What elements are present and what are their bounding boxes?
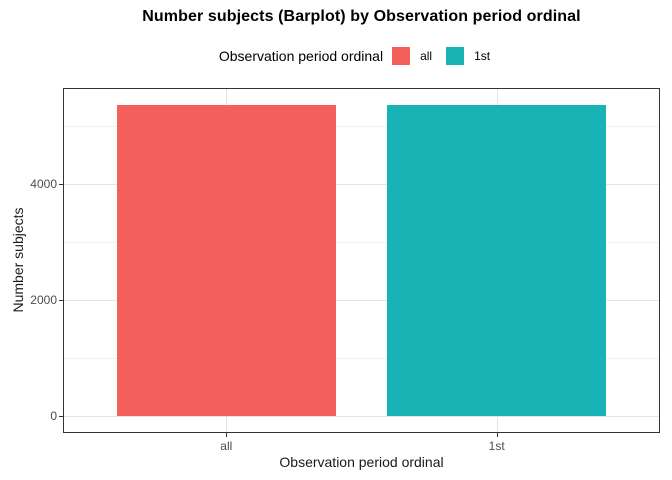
x-tick-mark-all xyxy=(226,433,228,437)
x-tick-mark-1st xyxy=(496,433,498,437)
bar-1st xyxy=(387,104,607,417)
y-tick-mark-4000 xyxy=(59,183,63,185)
y-tick-label-2000: 2000 xyxy=(30,293,57,308)
gridline-minor-1000 xyxy=(64,358,659,360)
chart-title: Number subjects (Barplot) by Observation… xyxy=(142,8,581,25)
legend-key-swatch-all xyxy=(392,47,411,65)
x-axis-title: Observation period ordinal xyxy=(279,454,444,470)
y-tick-mark-2000 xyxy=(59,300,63,302)
gridline-major-2000 xyxy=(64,300,659,302)
plot-panel xyxy=(63,88,660,433)
legend-label-all: all xyxy=(420,49,433,63)
x-tick-label-all: all xyxy=(220,439,233,453)
y-tick-label-0: 0 xyxy=(50,409,57,424)
gridline-major-0 xyxy=(64,416,659,418)
legend: Observation period ordinal all 1st xyxy=(63,45,660,67)
gridline-major-4000 xyxy=(64,183,659,185)
gridline-minor-5000 xyxy=(64,125,659,127)
y-tick-label-4000: 4000 xyxy=(30,176,57,191)
x-tick-label-1st: 1st xyxy=(488,439,505,453)
y-tick-mark-0 xyxy=(59,416,63,418)
legend-key-swatch-1st xyxy=(446,47,465,65)
gridline-minor-3000 xyxy=(64,241,659,243)
bar-all xyxy=(116,104,336,417)
legend-label-1st: 1st xyxy=(474,49,491,63)
legend-title: Observation period ordinal xyxy=(218,48,384,64)
